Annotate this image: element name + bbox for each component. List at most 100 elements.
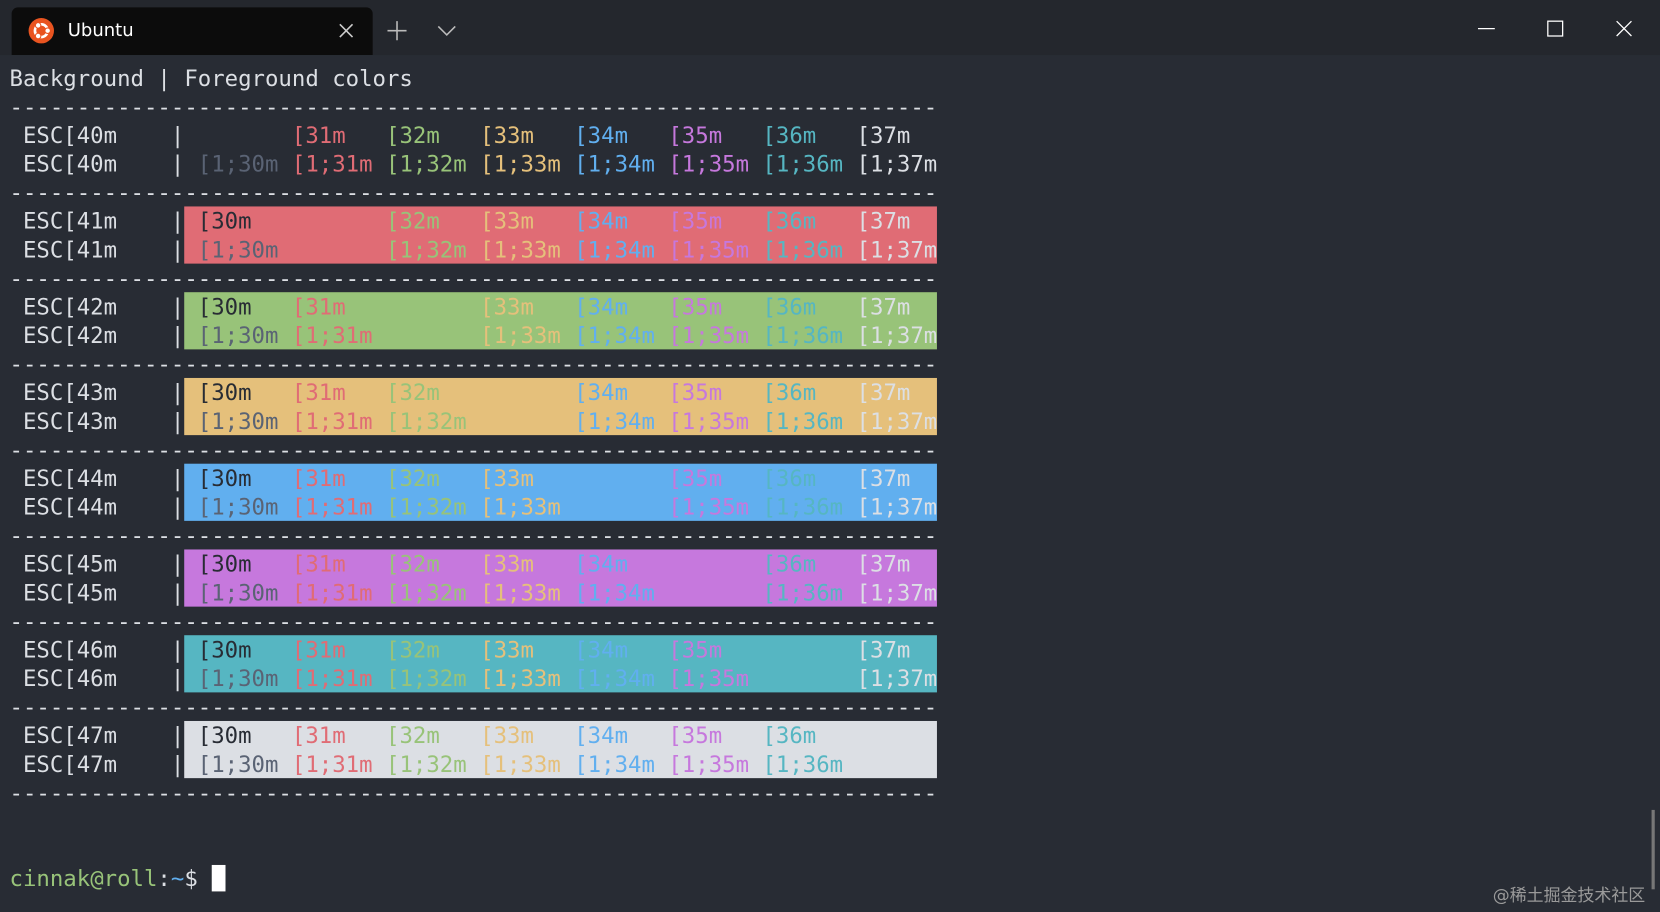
color-sample: [1;37m <box>856 664 938 691</box>
color-sample: [32m <box>385 464 440 491</box>
color-sample: [1;33m <box>480 578 561 606</box>
color-sample: [1;33m <box>480 750 561 777</box>
color-sample: [1;32m <box>385 149 467 177</box>
color-sample: [35m <box>668 206 723 234</box>
separator: ----------------------------------------… <box>9 607 938 634</box>
color-sample: [1;31m <box>291 407 373 434</box>
color-sample: [31m <box>291 549 346 577</box>
color-sample: [37m <box>856 206 911 234</box>
color-sample: [32m <box>385 721 440 748</box>
color-sample: [1;31m <box>291 750 373 777</box>
color-sample: [36m <box>762 206 817 234</box>
color-sample: [1;34m <box>574 750 655 777</box>
color-sample: [1;30m <box>197 235 279 263</box>
tab[interactable]: Ubuntu <box>11 7 373 56</box>
color-sample: [1;34m <box>574 149 655 177</box>
row-label: ESC[43m <box>22 407 118 434</box>
color-sample: [30m <box>197 378 252 405</box>
color-sample: [30m <box>197 549 252 577</box>
color-sample: [36m <box>762 721 817 748</box>
prompt-path: ~ <box>170 864 185 891</box>
background-bar <box>184 720 938 778</box>
background-bar <box>184 634 938 692</box>
color-sample: [34m <box>574 292 629 320</box>
color-sample: [1;34m <box>574 235 655 263</box>
color-sample: [1;37m <box>856 149 938 177</box>
color-sample: [35m <box>668 721 723 748</box>
color-sample: [34m <box>574 378 629 405</box>
color-sample: [1;35m <box>668 492 750 520</box>
background-bar <box>184 463 938 521</box>
tab-title: Ubuntu <box>67 20 134 42</box>
separator: ----------------------------------------… <box>9 92 938 120</box>
color-sample: [1;31m <box>291 321 373 348</box>
color-sample: [34m <box>574 206 629 234</box>
color-sample: [1;33m <box>480 664 561 691</box>
color-sample: [30m <box>197 635 252 663</box>
pipe: | <box>170 321 185 348</box>
pipe: | <box>170 292 185 320</box>
dropdown-button[interactable] <box>436 24 457 37</box>
prompt-colon: : <box>157 864 171 891</box>
color-sample: [37m <box>856 121 911 148</box>
color-sample: [1;31m <box>291 149 373 177</box>
color-sample: [33m <box>480 464 534 491</box>
row-label: ESC[40m <box>22 121 118 148</box>
color-sample: [1;30m <box>197 407 279 434</box>
color-sample: [33m <box>480 206 534 234</box>
color-sample: [30m <box>197 292 252 320</box>
color-sample: [31m <box>291 635 346 663</box>
color-sample: [36m <box>762 378 817 405</box>
title-bar: Ubuntu <box>0 0 1660 56</box>
color-sample: [36m <box>762 464 817 491</box>
color-sample: [35m <box>668 378 723 405</box>
color-sample: [1;37m <box>856 235 938 263</box>
color-sample: [33m <box>480 121 534 148</box>
color-sample: [1;37m <box>856 407 938 434</box>
color-sample: [31m <box>291 464 346 491</box>
color-sample: [1;32m <box>385 492 467 520</box>
color-sample: [31m <box>291 121 346 148</box>
color-sample: [30m <box>197 721 252 748</box>
color-sample: [1;31m <box>291 578 373 606</box>
color-sample: [36m <box>762 292 817 320</box>
separator: ----------------------------------------… <box>9 435 938 463</box>
color-sample: [30m <box>197 464 252 491</box>
scrollbar[interactable] <box>1651 809 1655 890</box>
color-sample: [37m <box>856 635 911 663</box>
new-tab-button[interactable] <box>386 20 407 41</box>
color-sample: [31m <box>291 292 346 320</box>
color-sample: [1;35m <box>668 664 750 691</box>
color-sample: [32m <box>385 206 440 234</box>
tab-close[interactable] <box>338 22 355 39</box>
color-sample: [37m <box>856 378 911 405</box>
color-sample: [36m <box>762 549 817 577</box>
row-label: ESC[47m <box>22 750 118 777</box>
color-sample: [35m <box>668 292 723 320</box>
ubuntu-icon <box>28 17 54 44</box>
color-sample: [1;34m <box>574 407 655 434</box>
row-label: ESC[42m <box>22 292 118 320</box>
color-sample: [1;35m <box>668 235 750 263</box>
minimize-button[interactable] <box>1477 20 1495 37</box>
row-label: ESC[44m <box>22 464 118 491</box>
color-sample: [1;36m <box>762 321 844 348</box>
color-sample: [1;32m <box>385 664 467 691</box>
color-sample: [37m <box>856 292 911 320</box>
color-sample: [37m <box>856 549 911 577</box>
color-sample: [36m <box>762 121 817 148</box>
color-sample: [33m <box>480 635 534 663</box>
color-sample: [1;34m <box>574 664 655 691</box>
color-sample: [32m <box>385 378 440 405</box>
header: Background | Foreground colors <box>9 64 413 91</box>
maximize-button[interactable] <box>1547 20 1564 37</box>
color-sample: [34m <box>574 721 629 748</box>
color-sample: [1;37m <box>856 578 938 606</box>
close-button[interactable] <box>1616 20 1633 37</box>
separator: ----------------------------------------… <box>9 264 938 291</box>
row-label: ESC[46m <box>22 635 118 663</box>
color-sample: [32m <box>385 549 440 577</box>
color-sample: [1;34m <box>574 321 655 348</box>
color-sample: [1;32m <box>385 578 467 606</box>
color-sample: [35m <box>668 464 723 491</box>
